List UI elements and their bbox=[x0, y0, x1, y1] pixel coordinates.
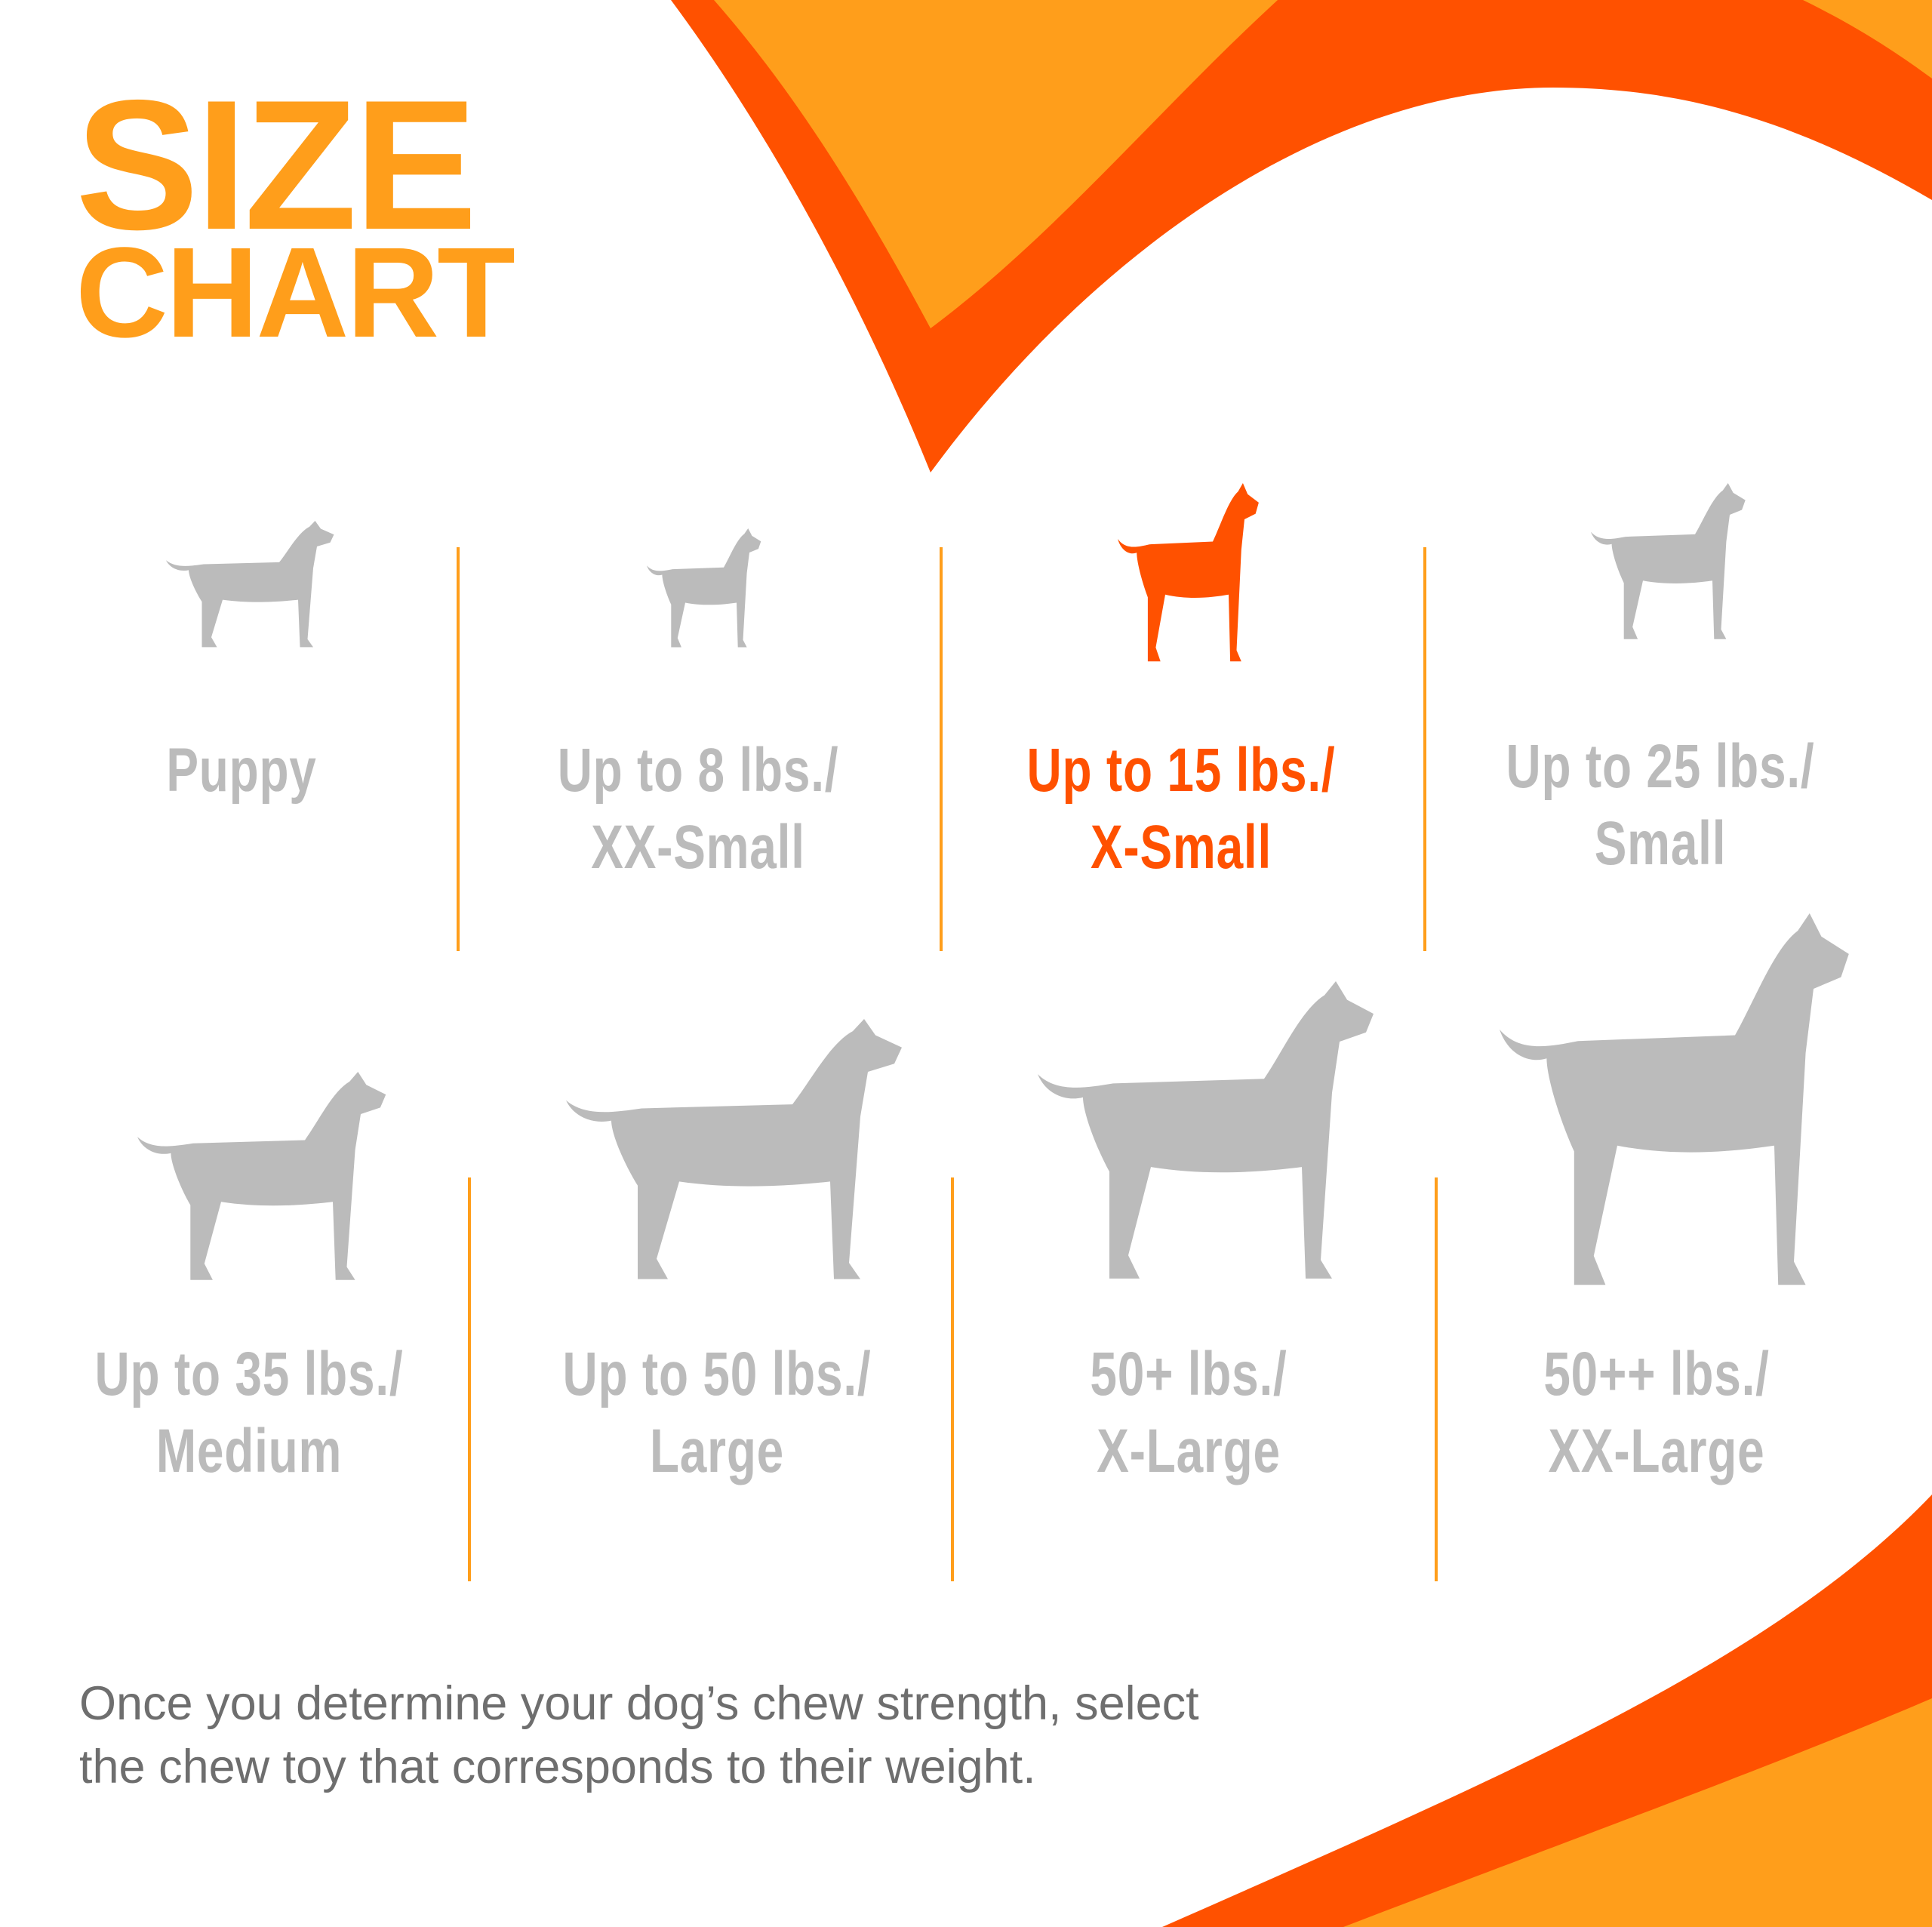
size-weight: 50++ lbs./ bbox=[1543, 1340, 1770, 1408]
size-weight: 50+ lbs./ bbox=[1090, 1340, 1287, 1408]
size-name: Medium bbox=[155, 1417, 343, 1485]
chihuahua-icon bbox=[647, 528, 761, 648]
pinscher-icon bbox=[1118, 483, 1259, 662]
size-label: Up to 50 lbs./ Large bbox=[540, 1336, 894, 1490]
divider bbox=[940, 547, 943, 951]
title-chart: CHART bbox=[75, 221, 515, 365]
title-size: SIZE bbox=[75, 61, 478, 268]
size-weight: Up to 25 lbs./ bbox=[1506, 732, 1815, 801]
instruction-text: Once you determine your dog’s chew stren… bbox=[79, 1672, 1199, 1799]
shepherd-icon bbox=[1038, 981, 1374, 1279]
note-line-2: the chew toy that corresponds to their w… bbox=[79, 1741, 1036, 1793]
size-weight: Up to 15 lbs./ bbox=[1026, 736, 1336, 805]
size-label: Up to 8 lbs./ XX-Small bbox=[521, 732, 875, 886]
divider bbox=[457, 547, 460, 951]
size-label: Up to 35 lbs./ Medium bbox=[72, 1336, 426, 1490]
size-name: X-Small bbox=[1090, 813, 1272, 882]
size-name: Small bbox=[1594, 809, 1727, 878]
divider bbox=[1423, 547, 1426, 951]
top-orange-swoosh-right bbox=[1803, 0, 1932, 78]
size-weight: Up to 50 lbs./ bbox=[562, 1340, 872, 1408]
size-weight: Up to 8 lbs./ bbox=[557, 736, 839, 805]
note-line-1: Once you determine your dog’s chew stren… bbox=[79, 1677, 1199, 1730]
size-name: XX-Large bbox=[1548, 1417, 1765, 1485]
size-weight: Puppy bbox=[166, 736, 317, 805]
size-weight: Up to 35 lbs./ bbox=[94, 1340, 404, 1408]
size-label: Puppy bbox=[65, 732, 418, 809]
labrador-icon bbox=[566, 1019, 902, 1279]
size-name: Large bbox=[649, 1417, 785, 1485]
divider bbox=[468, 1177, 471, 1581]
beagle-icon bbox=[137, 1072, 386, 1280]
size-name: X-Large bbox=[1097, 1417, 1281, 1485]
size-name: XX-Small bbox=[591, 813, 805, 882]
divider bbox=[951, 1177, 954, 1581]
size-label: 50+ lbs./ X-Large bbox=[1012, 1336, 1365, 1490]
great-dane-icon bbox=[1500, 913, 1849, 1285]
top-orange-swoosh-left bbox=[714, 0, 1278, 328]
size-label: Up to 25 lbs./ Small bbox=[1484, 728, 1837, 882]
size-label: 50++ lbs./ XX-Large bbox=[1480, 1336, 1833, 1490]
size-label: Up to 15 lbs./ X-Small bbox=[1004, 732, 1358, 886]
puppy-icon bbox=[166, 521, 334, 648]
divider bbox=[1435, 1177, 1438, 1581]
terrier-icon bbox=[1591, 483, 1746, 639]
bottom-orange-swoosh bbox=[1343, 1698, 1932, 1927]
